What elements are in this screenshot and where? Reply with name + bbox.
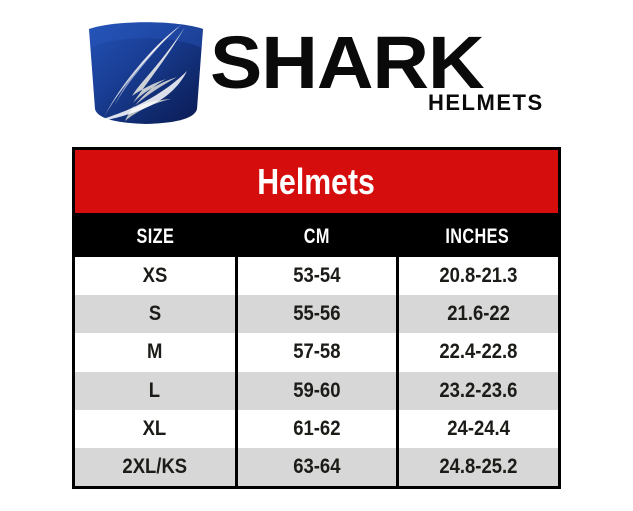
size-chart-tbody: XS 53-54 20.8-21.3 S 55-56 21.6-22 M 57-… — [75, 257, 558, 487]
table-row: S 55-56 21.6-22 — [75, 295, 558, 334]
cell-size: 2XL/KS — [122, 455, 188, 479]
cell-inches: 24.8-25.2 — [395, 447, 558, 487]
cell-size: L — [149, 378, 161, 402]
helmet-size-chart: Helmets SIZE CM INCHES XS 53-54 20.8-21.… — [72, 147, 561, 490]
cell-cm: 61-62 — [234, 409, 397, 448]
cell-size: XL — [142, 416, 167, 440]
table-row: M 57-58 22.4-22.8 — [75, 333, 558, 372]
column-header-cm: CM — [303, 224, 330, 248]
column-header-inches: INCHES — [445, 224, 510, 248]
cell-cm: 59-60 — [234, 371, 397, 410]
cell-size: M — [147, 340, 163, 364]
size-chart-table: SIZE CM INCHES XS 53-54 20.8-21.3 S 55-5… — [75, 216, 558, 487]
cell-cm: 57-58 — [234, 333, 397, 372]
table-header-row: SIZE CM INCHES — [75, 216, 558, 257]
cell-cm: 55-56 — [234, 295, 397, 334]
size-chart-title: Helmets — [257, 160, 376, 202]
size-chart-banner: Helmets — [75, 150, 558, 216]
cell-cm: 63-64 — [234, 447, 397, 487]
table-row: XL 61-62 24-24.4 — [75, 409, 558, 448]
table-row: L 59-60 23.2-23.6 — [75, 371, 558, 410]
cell-inches: 22.4-22.8 — [395, 333, 558, 372]
table-row: 2XL/KS 63-64 24.8-25.2 — [75, 447, 558, 487]
cell-size: XS — [142, 264, 168, 288]
shark-wordmark: SHARK HELMETS — [210, 26, 560, 118]
brand-tagline: HELMETS — [428, 90, 544, 115]
cell-inches: 20.8-21.3 — [395, 257, 558, 296]
size-chart-thead: SIZE CM INCHES — [75, 216, 558, 257]
column-header-size: SIZE — [136, 224, 175, 248]
cell-inches: 23.2-23.6 — [395, 371, 558, 410]
cell-cm: 53-54 — [234, 257, 397, 296]
table-row: XS 53-54 20.8-21.3 — [75, 257, 558, 296]
shark-shield-logo-icon — [85, 13, 207, 126]
cell-inches: 24-24.4 — [395, 409, 558, 448]
cell-size: S — [148, 302, 161, 326]
brand-logo-block: SHARK HELMETS — [0, 0, 633, 140]
brand-name: SHARK — [210, 21, 485, 104]
cell-inches: 21.6-22 — [395, 295, 558, 334]
